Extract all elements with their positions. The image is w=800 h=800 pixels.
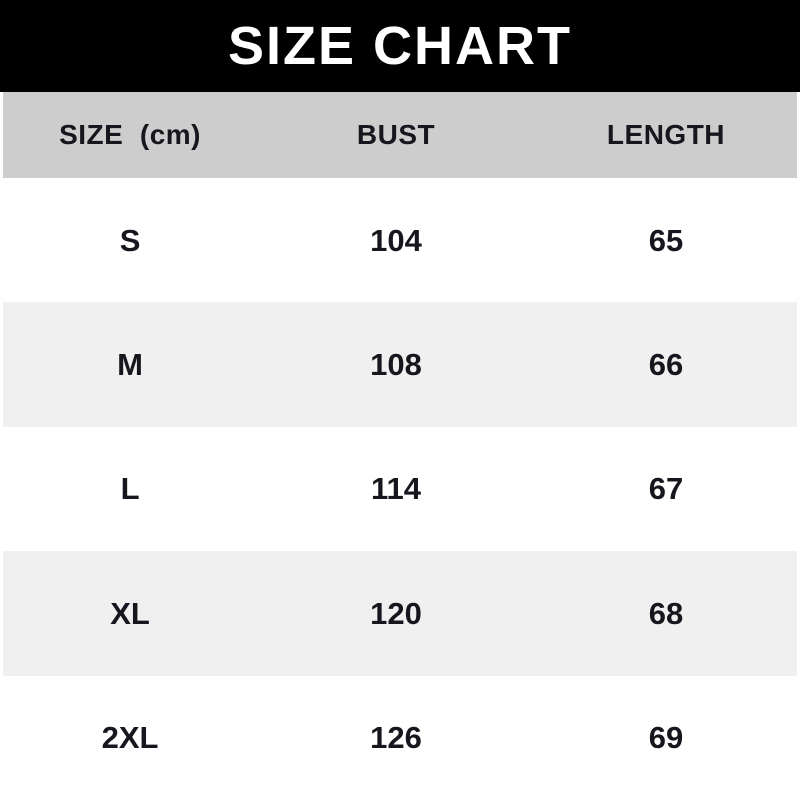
cell-length: 66 [648, 347, 684, 383]
table-row-2xl: 2XL 126 69 [3, 675, 797, 800]
cell-bust: 126 [370, 720, 422, 756]
header-bust: BUST [356, 119, 436, 150]
cell-size: L [120, 471, 140, 507]
cell-length: 69 [648, 720, 684, 756]
table-row-s: S 104 65 [3, 178, 797, 303]
size-chart-banner: SIZE CHART [0, 0, 800, 92]
table-header-row: SIZE (cm) BUST LENGTH [3, 92, 797, 178]
cell-bust: 120 [370, 595, 422, 631]
cell-length: 65 [648, 222, 684, 258]
page-title: SIZE CHART [228, 16, 572, 76]
table-row-m: M 108 66 [3, 302, 797, 427]
size-table: SIZE (cm) BUST LENGTH S 104 65 M 108 66 … [0, 92, 800, 800]
cell-bust: 108 [370, 347, 422, 383]
table-row-l: L 114 67 [3, 426, 797, 552]
cell-size: S [119, 222, 141, 258]
cell-bust: 104 [370, 222, 422, 258]
header-length: LENGTH [606, 119, 726, 150]
cell-bust: 114 [371, 471, 422, 507]
table-row-xl: XL 120 68 [3, 551, 797, 676]
cell-size: M [117, 347, 143, 383]
cell-size: 2XL [101, 720, 159, 756]
cell-length: 67 [648, 471, 684, 507]
cell-size: XL [110, 595, 150, 631]
cell-length: 68 [648, 595, 684, 631]
header-size-cm: SIZE (cm) [59, 119, 201, 150]
